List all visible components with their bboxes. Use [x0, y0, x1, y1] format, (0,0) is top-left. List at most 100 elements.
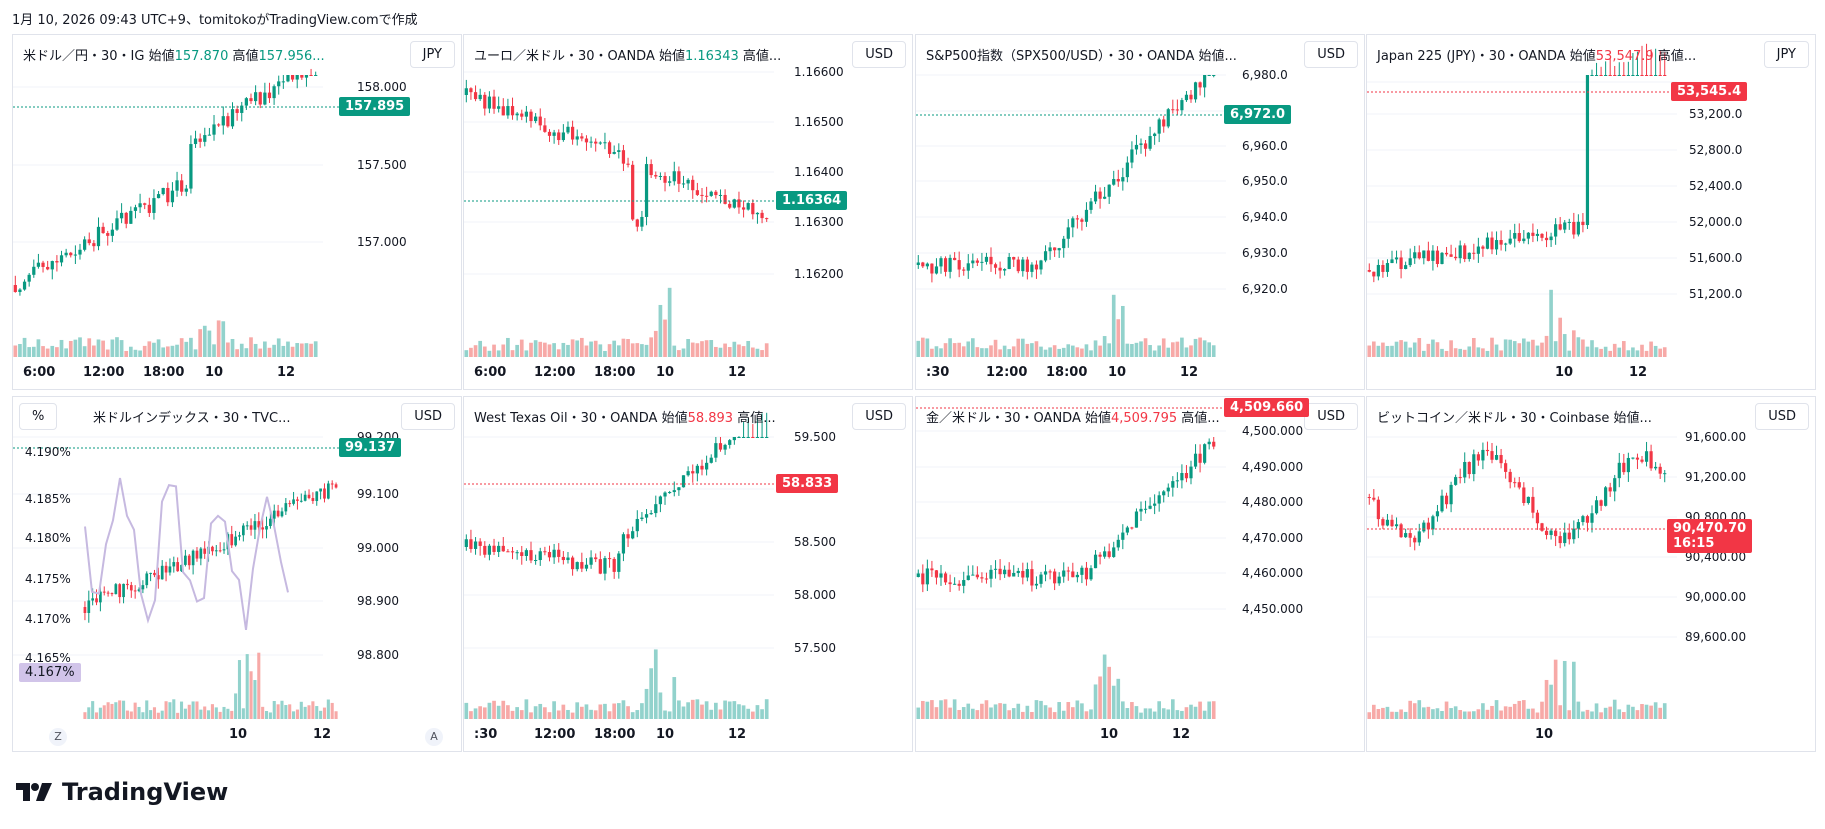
- candle-body: [141, 585, 145, 590]
- volume-bar: [1472, 711, 1476, 719]
- chart-panel-spx500[interactable]: S&P500指数（SPX500/USD）・30・OANDA 始値... USD 6,…: [915, 34, 1365, 390]
- chart-panel-xauusd[interactable]: 金／米ドル・30・OANDA 始値4,509.795 高値... USD 4,500…: [915, 396, 1365, 752]
- last-price-tag: 157.895: [339, 97, 411, 116]
- volume-bar: [1494, 344, 1499, 357]
- chart-panel-japan225[interactable]: Japan 225 (JPY)・30・OANDA 始値53,547.9 高値..…: [1366, 34, 1816, 390]
- volume-bar: [170, 345, 175, 357]
- candlestick-chart[interactable]: [1367, 35, 1816, 390]
- candle-body: [989, 569, 993, 579]
- volume-bar: [161, 347, 166, 357]
- volume-bar: [214, 707, 218, 719]
- volume-bar: [152, 342, 156, 357]
- candle-body: [207, 134, 212, 136]
- currency-button[interactable]: USD: [1304, 41, 1358, 68]
- volume-bar: [128, 346, 133, 357]
- volume-bar: [315, 706, 319, 719]
- candlestick-chart[interactable]: [464, 397, 913, 752]
- auto-scale-toggle[interactable]: A: [425, 728, 443, 746]
- time-axis-label: 12: [1172, 727, 1191, 742]
- volume-bar: [975, 347, 980, 357]
- candle-body: [695, 190, 699, 195]
- volume-bar: [1121, 305, 1125, 357]
- tradingview-logo[interactable]: TradingView: [14, 778, 228, 806]
- candle-body: [170, 190, 175, 203]
- volume-bar: [737, 344, 741, 357]
- candle-body: [1581, 516, 1585, 523]
- candle-body: [1504, 463, 1508, 472]
- candle-body: [1485, 449, 1490, 452]
- volume-bar: [1481, 348, 1485, 357]
- zoom-toggle[interactable]: Z: [49, 728, 67, 746]
- volume-bar: [971, 338, 975, 357]
- candle-body: [1431, 516, 1435, 530]
- volume-bar: [1166, 709, 1171, 719]
- volume-bar: [1640, 344, 1644, 357]
- volume-bar: [1148, 708, 1152, 719]
- candle-body: [464, 88, 468, 95]
- candle-body: [644, 164, 649, 217]
- candle-body: [83, 239, 87, 250]
- candle-body: [953, 583, 957, 585]
- volume-bar: [1522, 338, 1526, 357]
- candle-body: [1622, 75, 1626, 76]
- chart-panel-btcusd[interactable]: ビットコイン／米ドル・30・Coinbase 始値... USD 91,600.00…: [1366, 396, 1816, 752]
- candlestick-chart[interactable]: [916, 35, 1365, 390]
- volume-bar: [263, 341, 267, 357]
- candle-body: [700, 465, 704, 470]
- currency-button[interactable]: USD: [852, 41, 906, 68]
- candlestick-chart[interactable]: [916, 397, 1365, 752]
- volume-bar: [612, 703, 617, 719]
- volume-bar: [290, 346, 295, 357]
- volume-bar: [172, 699, 176, 719]
- candle-body: [1381, 264, 1385, 272]
- currency-button[interactable]: JPY: [409, 41, 455, 68]
- candle-body: [557, 549, 561, 557]
- volume-bar: [930, 348, 934, 357]
- volume-bar: [584, 345, 589, 357]
- candle-body: [741, 437, 746, 438]
- candlestick-chart[interactable]: [13, 397, 462, 752]
- candle-body: [998, 568, 1002, 575]
- chart-panel-usdjpy[interactable]: 米ドル／円・30・IG 始値157.870 高値157.956... JPY 158…: [12, 34, 462, 390]
- candle-body: [195, 550, 199, 559]
- chart-panel-eurusd[interactable]: ユーロ／米ドル・30・OANDA 始値1.16343 高値... USD 1.166…: [463, 34, 913, 390]
- candlestick-chart[interactable]: [13, 35, 462, 390]
- candle-body: [217, 124, 221, 126]
- volume-bar: [925, 701, 930, 719]
- candle-body: [478, 541, 482, 546]
- candle-body: [1399, 524, 1403, 538]
- candle-body: [319, 488, 322, 492]
- candlestick-chart[interactable]: [464, 35, 913, 390]
- volume-bar: [727, 701, 732, 719]
- candle-body: [1057, 576, 1061, 584]
- volume-bar: [952, 343, 957, 357]
- currency-button[interactable]: USD: [1304, 403, 1358, 430]
- price-axis-label: 52,000.0: [1689, 215, 1743, 229]
- volume-bar: [1458, 348, 1462, 357]
- candle-body: [598, 559, 602, 574]
- candle-body: [1003, 269, 1007, 271]
- price-axis-label: 6,930.0: [1242, 246, 1288, 260]
- left-axis-label: 4.180%: [25, 531, 71, 545]
- candle-body: [1007, 569, 1011, 577]
- left-axis-label: 4.190%: [25, 445, 71, 459]
- candle-body: [1572, 221, 1576, 235]
- time-axis-label: :30: [474, 727, 498, 742]
- percent-scale-button[interactable]: %: [19, 403, 58, 430]
- currency-button[interactable]: JPY: [1763, 41, 1809, 68]
- volume-bar: [299, 701, 303, 719]
- currency-button[interactable]: USD: [401, 403, 455, 430]
- currency-button[interactable]: USD: [1755, 403, 1809, 430]
- candle-body: [145, 573, 149, 586]
- volume-bar: [593, 340, 598, 357]
- candle-body: [1640, 459, 1644, 462]
- chart-panel-dxy[interactable]: 米ドルインデックス・30・TVC... USD% 4.190% 4.185% 4.180…: [12, 396, 462, 752]
- chart-panel-wti[interactable]: West Texas Oil・30・OANDA 始値58.893 高値... US…: [463, 396, 913, 752]
- candle-body: [993, 264, 998, 268]
- candlestick-chart[interactable]: [1367, 397, 1816, 752]
- volume-bar: [1134, 342, 1139, 357]
- currency-button[interactable]: USD: [852, 403, 906, 430]
- high-label: 高値...: [1177, 411, 1220, 426]
- volume-bar: [1390, 711, 1394, 719]
- candle-body: [644, 514, 649, 518]
